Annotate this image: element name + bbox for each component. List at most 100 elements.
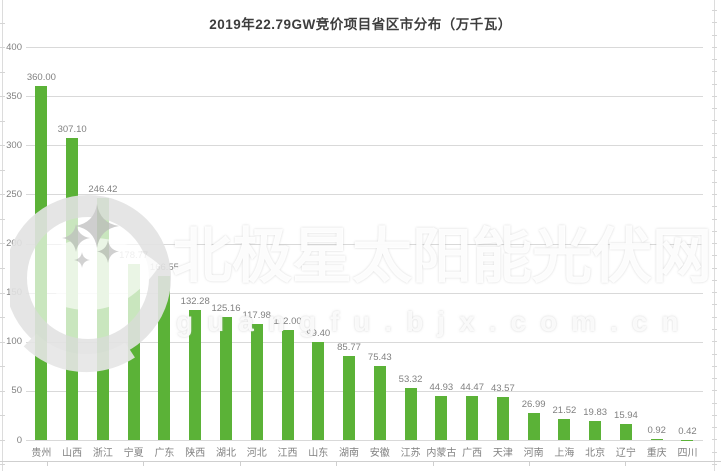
bar-value-label: 246.42	[88, 183, 118, 195]
sheet-row-tick	[712, 341, 717, 343]
sheet-row-tick	[712, 451, 717, 453]
bar-slot: 19.83	[580, 47, 611, 440]
sheet-col-tick	[625, 461, 627, 466]
bar-slot: 307.10	[57, 47, 88, 440]
sheet-col-tick	[336, 461, 338, 466]
bar-slot: 44.93	[426, 47, 457, 440]
sheet-row-tick	[712, 22, 717, 24]
sheet-row-tick	[0, 120, 5, 122]
x-axis-tick-label: 江西	[277, 448, 298, 459]
bar-value-label: 0.42	[678, 425, 697, 437]
sheet-row-tick	[712, 316, 717, 318]
x-axis-tick-label: 浙江	[92, 448, 113, 459]
bar-value-label: 15.94	[614, 410, 638, 422]
y-axis-tick-label: 0	[16, 434, 22, 446]
sheet-row-tick	[0, 292, 5, 294]
sheet-row-tick	[712, 108, 717, 110]
sheet-row-tick	[712, 414, 717, 416]
bar-slot: 166.55	[149, 47, 180, 440]
sheet-row-tick	[712, 279, 717, 281]
sheet-row-tick	[712, 365, 717, 367]
sheet-gridline-right	[714, 0, 715, 471]
sheet-row-tick	[0, 366, 5, 368]
sheet-row-tick	[712, 71, 717, 73]
gridline	[26, 341, 703, 343]
bar-slot: 15.94	[611, 47, 642, 440]
bar-slot: 117.98	[241, 47, 272, 440]
sheet-row-tick	[712, 230, 717, 232]
sheet-row-tick	[0, 47, 5, 49]
bar-value-label: 178.77	[119, 250, 149, 262]
x-axis-tick-label: 四川	[677, 448, 698, 459]
x-axis-tick-label: 河南	[523, 448, 544, 459]
x-axis-tick-label: 陕西	[185, 448, 206, 459]
x-axis-tick-label: 河北	[246, 448, 267, 459]
bar-slot: 44.47	[457, 47, 488, 440]
bar-value-label: 360.00	[26, 72, 56, 84]
bar	[466, 396, 479, 440]
sheet-row-tick	[0, 439, 5, 441]
bar-value-label: 307.10	[57, 124, 87, 136]
bar	[66, 138, 79, 440]
sheet-row-tick	[0, 341, 5, 343]
x-axis-tick-label: 上海	[554, 448, 575, 459]
sheet-row-tick	[712, 120, 717, 122]
sheet-row-tick	[0, 415, 5, 417]
bar-slot: 178.77	[118, 47, 149, 440]
bar-value-label: 43.57	[490, 383, 515, 395]
x-axis-tick-label: 山西	[62, 448, 83, 459]
sheet-row-tick	[712, 46, 717, 48]
bar-slot: 53.32	[395, 47, 426, 440]
sheet-row-tick	[712, 439, 717, 441]
x-axis-tick-label: 山东	[308, 448, 329, 459]
sheet-gridline-left	[2, 0, 3, 471]
bar-value-label: 99.40	[306, 328, 331, 340]
bar-slot: 75.43	[364, 47, 395, 440]
y-axis-tick-label: 50	[11, 385, 22, 397]
sheet-row-tick	[0, 390, 5, 392]
sheet-row-tick	[712, 329, 717, 331]
gridline	[26, 96, 703, 98]
x-axis-tick-label: 江苏	[400, 448, 421, 459]
bar	[189, 310, 202, 440]
bars: 360.00 307.10 246.42 178.77 166.55 132.28 125.…	[26, 47, 703, 440]
bar	[96, 197, 109, 440]
bar	[435, 395, 448, 440]
y-axis-tick-label: 300	[6, 139, 22, 151]
sheet-row-tick	[712, 206, 717, 208]
sheet-row-tick	[0, 243, 5, 245]
bar-slot: 246.42	[88, 47, 119, 440]
bar-slot: 43.57	[487, 47, 518, 440]
sheet-row-tick	[712, 194, 717, 196]
sheet-row-tick	[712, 169, 717, 171]
sheet-row-tick	[712, 95, 717, 97]
sheet-row-tick	[712, 59, 717, 61]
bar	[589, 420, 602, 440]
bar-value-label: 75.43	[367, 351, 392, 363]
chart-title: 2019年22.79GW竞价项目省区市分布（万千瓦）	[209, 17, 512, 32]
sheet-row-tick	[712, 181, 717, 183]
bar	[250, 324, 263, 440]
x-axis-tick-label: 宁夏	[123, 448, 144, 459]
sheet-row-tick	[712, 243, 717, 245]
sheet-col-tick	[47, 461, 48, 466]
gridline	[26, 243, 703, 245]
x-axis-tick-label: 湖北	[215, 448, 236, 459]
bar-slot: 99.40	[303, 47, 334, 440]
bar-value-label: 21.52	[552, 404, 577, 416]
bar	[496, 397, 509, 440]
x-axis-tick-label: 贵州	[31, 448, 52, 459]
bar-value-label: 125.16	[211, 303, 241, 315]
x-axis-tick-label: 北京	[585, 448, 606, 459]
sheet-row-tick	[0, 22, 5, 24]
sheet-row-tick	[712, 390, 717, 392]
bar	[558, 418, 571, 440]
plot-area: 360.00 307.10 246.42 178.77 166.55 132.28 125.…	[26, 47, 703, 441]
sheet-row-tick	[712, 267, 717, 269]
y-axis-tick-label: 400	[6, 41, 22, 53]
sheet-col-tick	[432, 461, 434, 466]
bar	[35, 86, 48, 440]
bar	[343, 355, 356, 440]
sheet-row-tick	[712, 255, 717, 257]
